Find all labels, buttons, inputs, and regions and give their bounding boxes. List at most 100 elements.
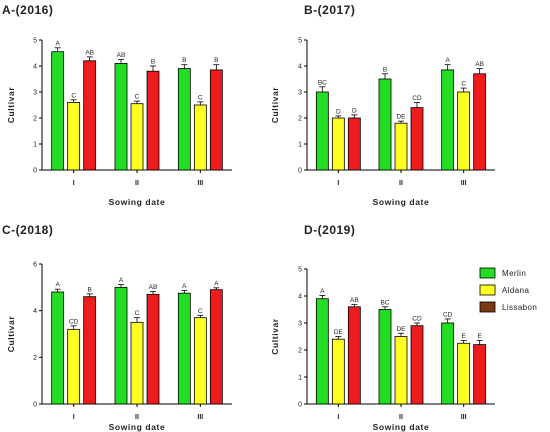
- y-axis-label: Cultivar: [270, 87, 280, 124]
- significance-label: D: [352, 107, 357, 114]
- y-tick-label: 0: [33, 168, 37, 175]
- significance-label: AB: [149, 284, 158, 291]
- significance-label: C: [135, 94, 140, 101]
- significance-label: A: [55, 40, 60, 47]
- significance-label: E: [461, 333, 466, 340]
- significance-label: C: [135, 310, 140, 317]
- y-tick-label: 4: [298, 294, 302, 301]
- bar-lissabon: [209, 289, 223, 405]
- legend-label-merlin: Merlin: [502, 269, 526, 278]
- legend-swatch-merlin: [479, 267, 496, 279]
- bar-merlin: [441, 69, 455, 171]
- bar-lissabon: [146, 70, 160, 171]
- significance-label: CD: [69, 318, 79, 325]
- y-tick-label: 3: [298, 321, 302, 328]
- y-tick-label: 0: [298, 168, 302, 175]
- x-tick-label: I: [73, 180, 75, 187]
- panel-title: A-(2016): [2, 3, 53, 17]
- bar-merlin: [177, 68, 191, 171]
- significance-label: D: [336, 108, 341, 115]
- bar-merlin: [51, 291, 65, 405]
- x-axis-label: Sowing date: [373, 422, 430, 432]
- bar-merlin: [378, 78, 392, 171]
- x-tick-label: III: [197, 180, 203, 187]
- x-tick-label: I: [337, 180, 339, 187]
- bar-aldana: [394, 122, 408, 171]
- x-tick-label: II: [399, 180, 403, 187]
- x-tick-label: II: [399, 414, 403, 421]
- bar-aldana: [67, 328, 81, 405]
- significance-label: CD: [412, 316, 422, 323]
- bar-lissabon: [209, 69, 223, 171]
- y-tick-label: 4: [33, 64, 37, 71]
- y-tick-label: 2: [33, 116, 37, 123]
- significance-label: A: [55, 282, 60, 289]
- significance-label: DE: [334, 329, 344, 336]
- significance-label: DE: [396, 326, 406, 333]
- legend-swatch-lissabon: [479, 301, 496, 313]
- significance-label: B: [383, 66, 387, 73]
- legend-label-lissabon: Lissabon: [502, 303, 537, 312]
- significance-label: C: [198, 94, 203, 101]
- x-axis-label: Sowing date: [373, 197, 430, 207]
- significance-label: B: [151, 59, 155, 66]
- bar-aldana: [193, 317, 207, 405]
- x-tick-label: I: [337, 414, 339, 421]
- significance-label: AB: [475, 61, 484, 68]
- y-tick-label: 2: [298, 348, 302, 355]
- bar-merlin: [315, 91, 329, 171]
- significance-label: AB: [85, 49, 94, 56]
- y-tick-label: 6: [33, 262, 37, 269]
- bar-merlin: [315, 298, 329, 405]
- significance-label: AB: [350, 297, 359, 304]
- significance-label: A: [320, 288, 325, 295]
- significance-label: CD: [412, 95, 422, 102]
- x-axis-label: Sowing date: [109, 422, 166, 432]
- y-tick-label: 5: [298, 38, 302, 45]
- y-tick-label: 3: [298, 90, 302, 97]
- y-tick-label: 1: [33, 142, 37, 149]
- bar-merlin: [378, 309, 392, 405]
- bar-merlin: [114, 63, 128, 171]
- chart-panel: D-(2019) 0 1 2 3 4 5 Cultivar I A DE AB II BC DE CD III C…: [270, 223, 495, 432]
- bar-merlin: [114, 286, 128, 405]
- y-axis-label: Cultivar: [6, 87, 16, 124]
- bar-aldana: [130, 103, 144, 171]
- legend-label-aldana: Aldana: [502, 286, 529, 295]
- bar-merlin: [51, 51, 65, 171]
- significance-label: C: [461, 81, 466, 88]
- panel-title: D-(2019): [304, 223, 355, 237]
- y-tick-label: 0: [298, 402, 302, 409]
- significance-label: BC: [318, 79, 327, 86]
- significance-label: A: [182, 283, 187, 290]
- y-tick-label: 3: [33, 90, 37, 97]
- significance-label: DE: [396, 114, 406, 121]
- y-tick-label: 4: [33, 308, 37, 315]
- chart-panel: B-(2017) 0 1 2 3 4 5 Cultivar I BC D D II B DE CD III A C A…: [270, 3, 495, 207]
- bar-aldana: [193, 104, 207, 171]
- bar-lissabon: [473, 73, 487, 171]
- bar-merlin: [177, 292, 191, 405]
- panel-title: C-(2018): [2, 223, 53, 237]
- y-tick-label: 5: [33, 38, 37, 45]
- significance-label: A: [445, 57, 450, 64]
- bar-lissabon: [83, 60, 97, 171]
- y-tick-label: 4: [298, 64, 302, 71]
- significance-label: B: [214, 57, 218, 64]
- bar-lissabon: [347, 306, 361, 405]
- bar-aldana: [394, 336, 408, 405]
- bar-lissabon: [473, 344, 487, 405]
- significance-label: BC: [380, 299, 389, 306]
- panels: A-(2016)012345CultivarIACABIIABCBIIIBCBS…: [2, 3, 495, 432]
- x-tick-label: III: [197, 414, 203, 421]
- bar-lissabon: [410, 107, 424, 171]
- x-tick-label: II: [135, 180, 139, 187]
- panel-title: B-(2017): [304, 3, 355, 17]
- y-axis-label: Cultivar: [6, 316, 16, 353]
- bar-lissabon: [410, 325, 424, 405]
- significance-label: C: [71, 92, 76, 99]
- significance-label: B: [182, 57, 186, 64]
- bar-lissabon: [83, 296, 97, 405]
- legend-swatch-aldana: [479, 284, 496, 296]
